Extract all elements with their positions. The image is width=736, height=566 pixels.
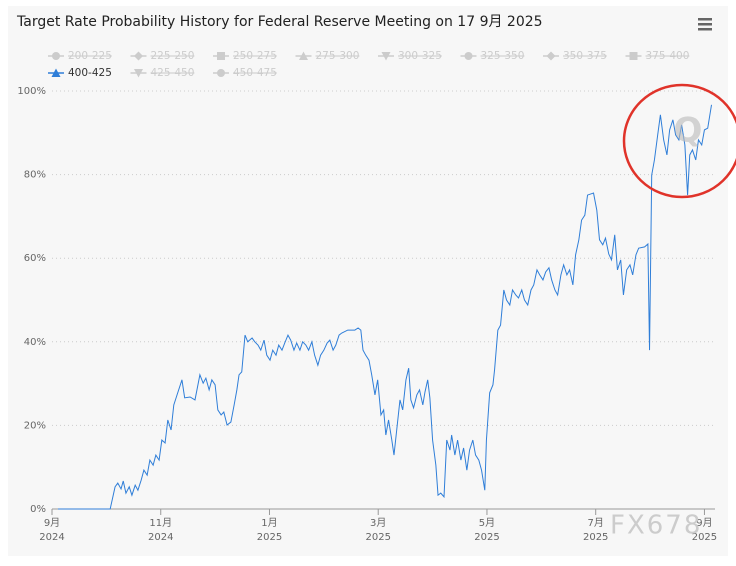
legend-symbol — [381, 52, 391, 61]
chart-background — [8, 6, 728, 556]
y-tick-label: 80% — [24, 170, 46, 181]
legend-label: 275-300 — [316, 50, 360, 62]
legend-symbol — [629, 52, 638, 60]
legend-label: 200-225 — [68, 50, 112, 62]
legend-label: 425-450 — [151, 67, 195, 79]
x-tick-label: 5月 2025 — [474, 517, 499, 543]
legend-label: 400-425 — [68, 67, 112, 79]
legend-symbol — [464, 52, 473, 60]
legend-item[interactable]: 250-275 — [213, 50, 277, 62]
legend-item[interactable]: 450-475 — [213, 67, 277, 79]
legend-item[interactable]: 300-325 — [378, 50, 442, 62]
y-tick-label: 100% — [17, 86, 46, 97]
x-tick-label: 7月 2025 — [583, 517, 608, 543]
legend-item[interactable]: 275-300 — [295, 50, 360, 62]
legend-item[interactable]: 375-400 — [625, 50, 690, 62]
menu-button[interactable] — [698, 18, 712, 31]
x-tick-label: 9月 2025 — [692, 517, 717, 543]
legend-symbol — [217, 52, 225, 60]
legend-item[interactable]: 325-350 — [460, 50, 525, 62]
highlight-circle — [622, 83, 736, 199]
legend-label: 450-475 — [233, 67, 277, 79]
legend-label: 225-250 — [151, 50, 195, 62]
chart-title: Target Rate Probability History for Fede… — [16, 14, 543, 30]
y-tick-label: 20% — [24, 420, 46, 431]
y-tick-label: 60% — [24, 253, 46, 264]
legend-symbol — [52, 52, 60, 60]
legend-symbol — [217, 69, 225, 77]
legend-item[interactable]: 400-425 — [48, 67, 112, 79]
legend-symbol — [134, 51, 143, 61]
legend-label: 325-350 — [481, 50, 525, 62]
legend-symbol — [51, 68, 61, 77]
x-tick-label: 3月 2025 — [365, 517, 390, 543]
x-tick-label: 1月 2025 — [257, 517, 282, 543]
y-tick-label: 0% — [30, 504, 46, 515]
legend-symbol — [546, 51, 556, 61]
legend-label: 350-375 — [563, 50, 607, 62]
y-tick-label: 40% — [24, 337, 46, 348]
legend-item[interactable]: 350-375 — [543, 50, 607, 62]
legend-item[interactable]: 225-250 — [130, 50, 195, 62]
legend-item[interactable]: 425-450 — [130, 67, 195, 79]
legend-symbol — [134, 69, 143, 78]
x-tick-label: 9月 2024 — [39, 517, 64, 543]
legend-label: 300-325 — [398, 50, 442, 62]
data-line — [57, 104, 713, 510]
watermark: FX678 — [610, 511, 702, 541]
legend-symbol — [299, 51, 308, 60]
legend-label: 375-400 — [646, 50, 690, 62]
legend-item[interactable]: 200-225 — [48, 50, 112, 62]
x-tick-label: 11月 2024 — [148, 517, 173, 543]
watermark-logo: Q — [674, 111, 703, 151]
legend-label: 250-275 — [233, 50, 277, 62]
